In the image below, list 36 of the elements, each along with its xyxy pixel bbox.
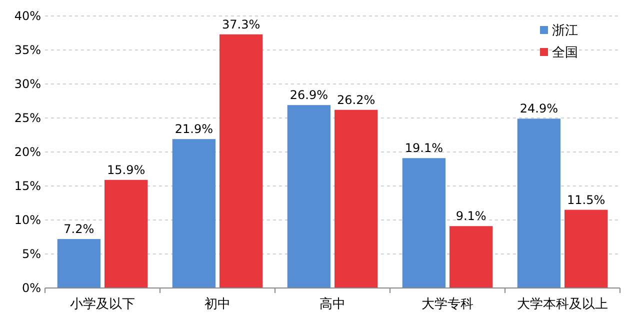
y-tick-label: 20% (14, 145, 41, 160)
bar (564, 210, 608, 288)
bar (450, 226, 493, 288)
x-tick-label: 初中 (204, 297, 230, 312)
y-tick-label: 5% (22, 247, 41, 262)
y-tick-label: 10% (14, 213, 41, 228)
text: 26.2% (337, 92, 376, 107)
y-tick-label: 40% (14, 9, 41, 24)
text: 9.1% (456, 209, 486, 224)
y-tick-label: 0% (22, 281, 41, 296)
text: 11.5% (567, 192, 606, 207)
legend-label: 浙江 (552, 24, 578, 39)
y-tick-label: 15% (14, 179, 41, 194)
text: 19.1% (404, 141, 443, 156)
bar (104, 180, 148, 288)
text: 37.3% (222, 17, 260, 32)
y-tick-label: 30% (14, 77, 41, 92)
text: 21.9% (174, 122, 213, 136)
text: 26.9% (290, 88, 328, 102)
x-tick-label: 大学专科 (422, 297, 474, 312)
bar (334, 110, 378, 288)
x-tick-label: 大学本科及以上 (517, 297, 608, 312)
bar (517, 118, 560, 288)
x-tick-label: 小学及以下 (70, 297, 135, 312)
y-tick-label: 35% (14, 43, 41, 58)
bar (220, 34, 263, 288)
y-tick-label: 25% (14, 111, 41, 126)
legend-label: 全国 (552, 46, 578, 61)
bar (287, 105, 330, 288)
bar (57, 239, 100, 288)
text: 7.2% (64, 222, 94, 236)
bar (402, 158, 446, 288)
x-tick-label: 高中 (320, 296, 346, 312)
text: 15.9% (107, 162, 146, 177)
bar (172, 139, 216, 288)
text: 24.9% (520, 102, 558, 116)
